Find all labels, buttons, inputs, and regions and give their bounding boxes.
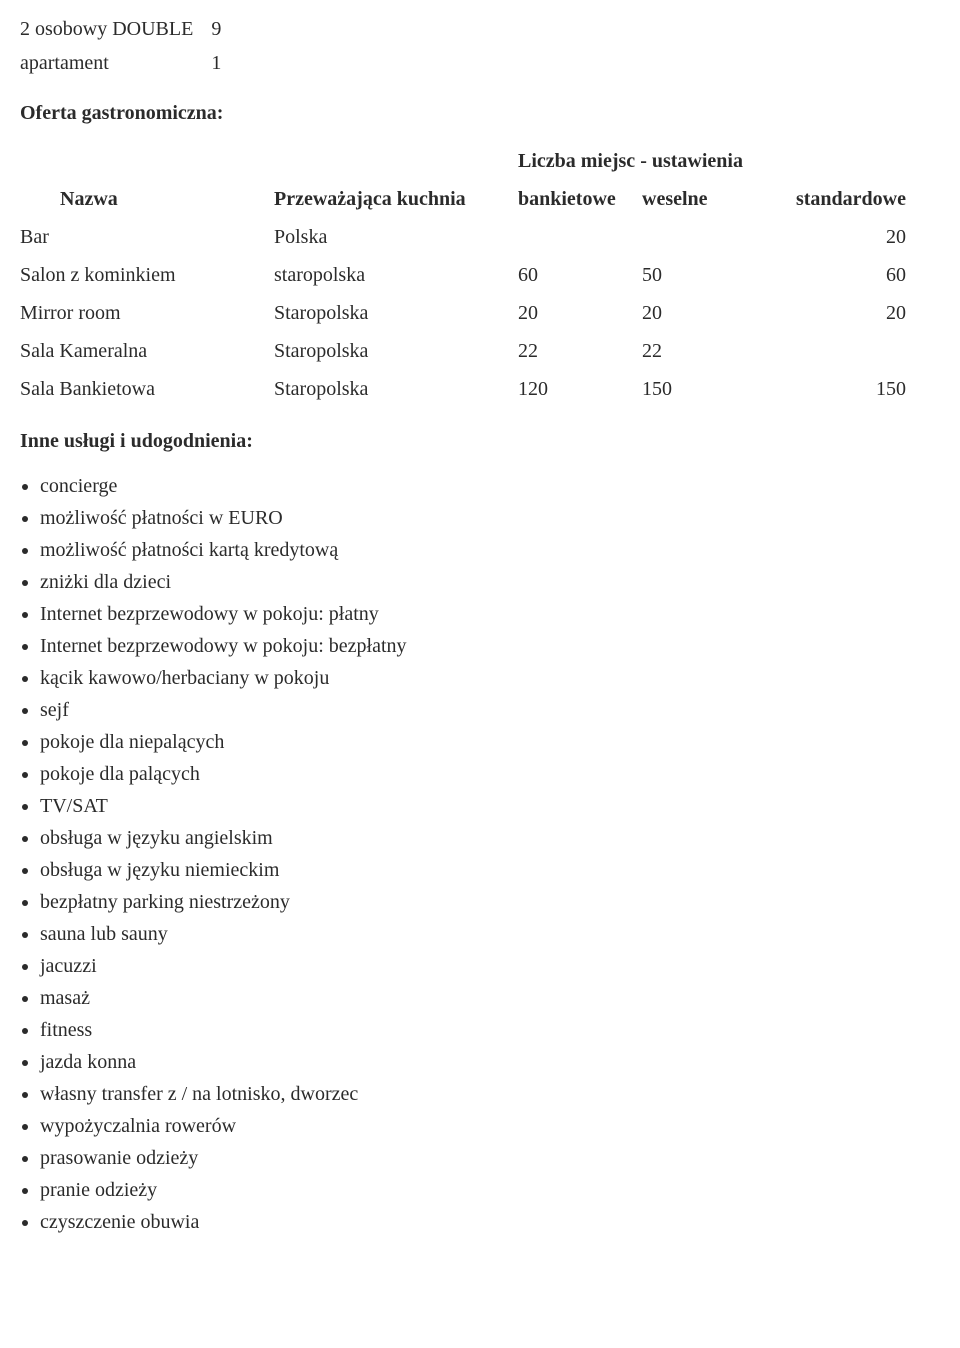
table-row: Salon z kominkiem staropolska 60 50 60: [20, 256, 920, 294]
room-count: 9: [203, 12, 231, 46]
table-row: Mirror room Staropolska 20 20 20: [20, 294, 920, 332]
list-item: concierge: [40, 470, 940, 502]
list-item: jazda konna: [40, 1046, 940, 1078]
cell-kuchnia: Staropolska: [274, 332, 518, 370]
col-liczba: Liczba miejsc - ustawienia: [518, 142, 920, 180]
cell-nazwa: Sala Bankietowa: [20, 370, 274, 408]
list-item: czyszczenie obuwia: [40, 1206, 940, 1238]
list-item: pokoje dla palących: [40, 758, 940, 790]
list-item: pokoje dla niepalących: [40, 726, 940, 758]
cell-nazwa: Mirror room: [20, 294, 274, 332]
cell-nazwa: Bar: [20, 218, 274, 256]
amenities-list: concierge możliwość płatności w EURO moż…: [20, 470, 940, 1238]
list-item: fitness: [40, 1014, 940, 1046]
room-name: apartament: [20, 46, 203, 80]
list-item: obsługa w języku niemieckim: [40, 854, 940, 886]
cell-kuchnia: Staropolska: [274, 370, 518, 408]
cell-v1: 22: [518, 332, 642, 370]
gastro-table: Nazwa Przeważająca kuchnia Liczba miejsc…: [20, 142, 920, 408]
table-header-row: Nazwa Przeważająca kuchnia Liczba miejsc…: [20, 142, 920, 180]
list-item: obsługa w języku angielskim: [40, 822, 940, 854]
col-nazwa: Nazwa: [20, 142, 274, 218]
col-standardowe: standardowe: [766, 180, 920, 218]
cell-kuchnia: Staropolska: [274, 294, 518, 332]
cell-v1: 20: [518, 294, 642, 332]
cell-v1: [518, 218, 642, 256]
list-item: możliwość płatności kartą kredytową: [40, 534, 940, 566]
list-item: pranie odzieży: [40, 1174, 940, 1206]
cell-v2: 22: [642, 332, 766, 370]
table-row: Sala Bankietowa Staropolska 120 150 150: [20, 370, 920, 408]
list-item: własny transfer z / na lotnisko, dworzec: [40, 1078, 940, 1110]
list-item: wypożyczalnia rowerów: [40, 1110, 940, 1142]
amenities-heading: Inne usługi i udogodnienia:: [20, 426, 940, 456]
table-row: Bar Polska 20: [20, 218, 920, 256]
table-row: apartament 1: [20, 46, 231, 80]
cell-v3: 20: [766, 218, 920, 256]
list-item: bezpłatny parking niestrzeżony: [40, 886, 940, 918]
cell-v3: [766, 332, 920, 370]
list-item: sejf: [40, 694, 940, 726]
cell-v2: 20: [642, 294, 766, 332]
cell-v2: 150: [642, 370, 766, 408]
room-count: 1: [203, 46, 231, 80]
room-name: 2 osobowy DOUBLE: [20, 12, 203, 46]
cell-v2: 50: [642, 256, 766, 294]
cell-v1: 120: [518, 370, 642, 408]
list-item: Internet bezprzewodowy w pokoju: bezpłat…: [40, 630, 940, 662]
cell-v2: [642, 218, 766, 256]
list-item: sauna lub sauny: [40, 918, 940, 950]
col-weselne: weselne: [642, 180, 766, 218]
col-bankietowe: bankietowe: [518, 180, 642, 218]
list-item: kącik kawowo/herbaciany w pokoju: [40, 662, 940, 694]
list-item: jacuzzi: [40, 950, 940, 982]
cell-nazwa: Salon z kominkiem: [20, 256, 274, 294]
col-kuchnia: Przeważająca kuchnia: [274, 142, 518, 218]
cell-v1: 60: [518, 256, 642, 294]
cell-nazwa: Sala Kameralna: [20, 332, 274, 370]
list-item: zniżki dla dzieci: [40, 566, 940, 598]
gastro-heading: Oferta gastronomiczna:: [20, 98, 940, 128]
cell-kuchnia: Polska: [274, 218, 518, 256]
list-item: Internet bezprzewodowy w pokoju: płatny: [40, 598, 940, 630]
list-item: prasowanie odzieży: [40, 1142, 940, 1174]
cell-v3: 20: [766, 294, 920, 332]
list-item: TV/SAT: [40, 790, 940, 822]
cell-v3: 150: [766, 370, 920, 408]
list-item: masaż: [40, 982, 940, 1014]
list-item: możliwość płatności w EURO: [40, 502, 940, 534]
rooms-table: 2 osobowy DOUBLE 9 apartament 1: [20, 12, 231, 80]
cell-v3: 60: [766, 256, 920, 294]
table-row: Sala Kameralna Staropolska 22 22: [20, 332, 920, 370]
table-row: 2 osobowy DOUBLE 9: [20, 12, 231, 46]
cell-kuchnia: staropolska: [274, 256, 518, 294]
